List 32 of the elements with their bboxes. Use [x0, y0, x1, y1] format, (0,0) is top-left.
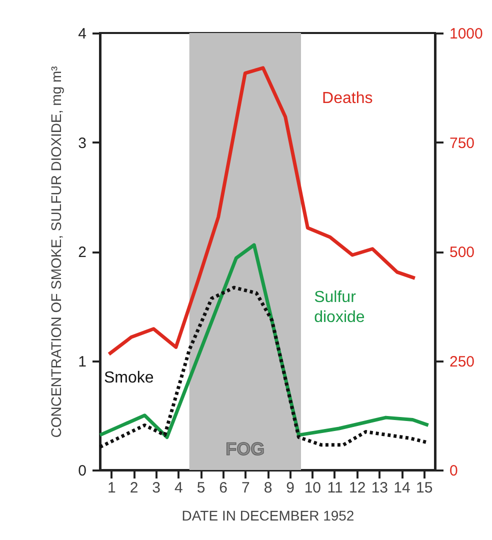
x-axis-title: DATE IN DECEMBER 1952 [182, 508, 354, 524]
y-tick-label: 4 [78, 26, 86, 42]
y-tick-label: 3 [78, 134, 86, 152]
y-tick-label: 1 [78, 353, 86, 370]
x-tick-label: 7 [241, 480, 250, 496]
y2-tick-label: 500 [450, 244, 475, 261]
x-tick-label: 13 [371, 480, 388, 496]
series-label: Smoke [104, 370, 154, 387]
y-tick-label: 2 [78, 244, 86, 261]
y2-tick-label: 750 [450, 134, 475, 152]
y-axis-title: CONCENTRATION OF SMOKE, SULFUR DIOXIDE, mg m³ [48, 66, 64, 438]
x-tick-label: 2 [130, 480, 138, 496]
y2-tick-label: 0 [450, 462, 458, 480]
x-tick-label: 15 [416, 480, 433, 496]
x-tick-label: 1 [107, 480, 116, 496]
y2-tick-label: 250 [450, 353, 475, 370]
x-tick-label: 4 [174, 480, 183, 496]
x-tick-label: 8 [264, 480, 272, 496]
x-tick-label: 5 [196, 480, 206, 496]
text: Sulfur dioxide [314, 288, 365, 326]
x-tick-label: 12 [348, 480, 366, 496]
x-tick-label: 11 [327, 480, 343, 496]
x-tick-label: 3 [152, 480, 161, 496]
line-series [107, 66, 417, 356]
y-tick-label: 0 [78, 462, 86, 480]
x-tick-label: 6 [219, 480, 228, 496]
band-label: FOG [226, 439, 265, 459]
y2-tick-label: 1000 [450, 26, 483, 42]
text: Deaths [322, 90, 373, 107]
x-tick-label: 9 [286, 480, 295, 496]
x-tick-label: 10 [304, 480, 322, 496]
x-tick-label: 14 [394, 480, 410, 496]
